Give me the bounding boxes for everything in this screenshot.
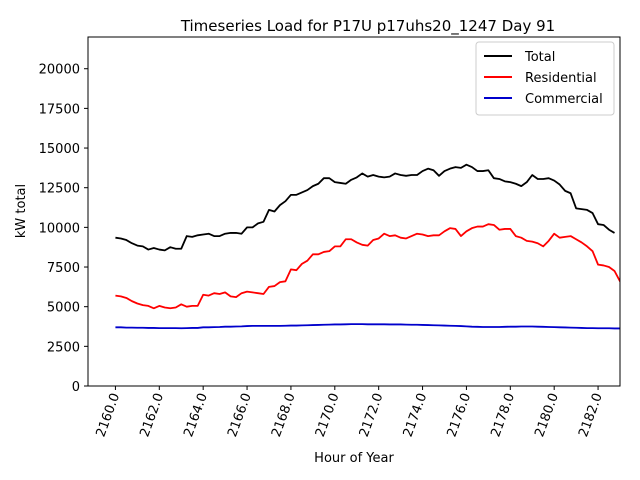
legend: Total Residential Commercial — [475, 41, 615, 116]
y-tick-label: 15000 — [39, 142, 80, 157]
y-tick-label: 10000 — [39, 221, 80, 236]
y-tick-label: 2500 — [47, 340, 80, 355]
legend-label-residential: Residential — [525, 71, 597, 86]
series-lines — [115, 163, 620, 330]
y-tick-label: 0 — [72, 380, 80, 395]
x-axis-label: Hour of Year — [314, 451, 394, 466]
chart-title: Timeseries Load for P17U p17uhs20_1247 D… — [180, 17, 555, 36]
y-tick-label: 5000 — [47, 301, 80, 316]
y-tick-label: 7500 — [47, 261, 80, 276]
plot-frame — [87, 36, 621, 387]
series-line-commercial — [115, 323, 620, 330]
legend-box — [475, 41, 615, 116]
legend-label-total: Total — [524, 50, 555, 65]
series-line-total — [115, 163, 615, 252]
y-tick-label: 17500 — [39, 102, 80, 117]
y-axis-label: kW total — [14, 184, 29, 238]
series-line-residential — [115, 223, 620, 310]
y-axis: 0 2500 5000 7500 10000 12500 15000 17500 20000 — [39, 63, 88, 395]
legend-label-commercial: Commercial — [525, 92, 603, 107]
y-tick-label: 20000 — [39, 63, 80, 78]
y-tick-label: 12500 — [39, 182, 80, 197]
